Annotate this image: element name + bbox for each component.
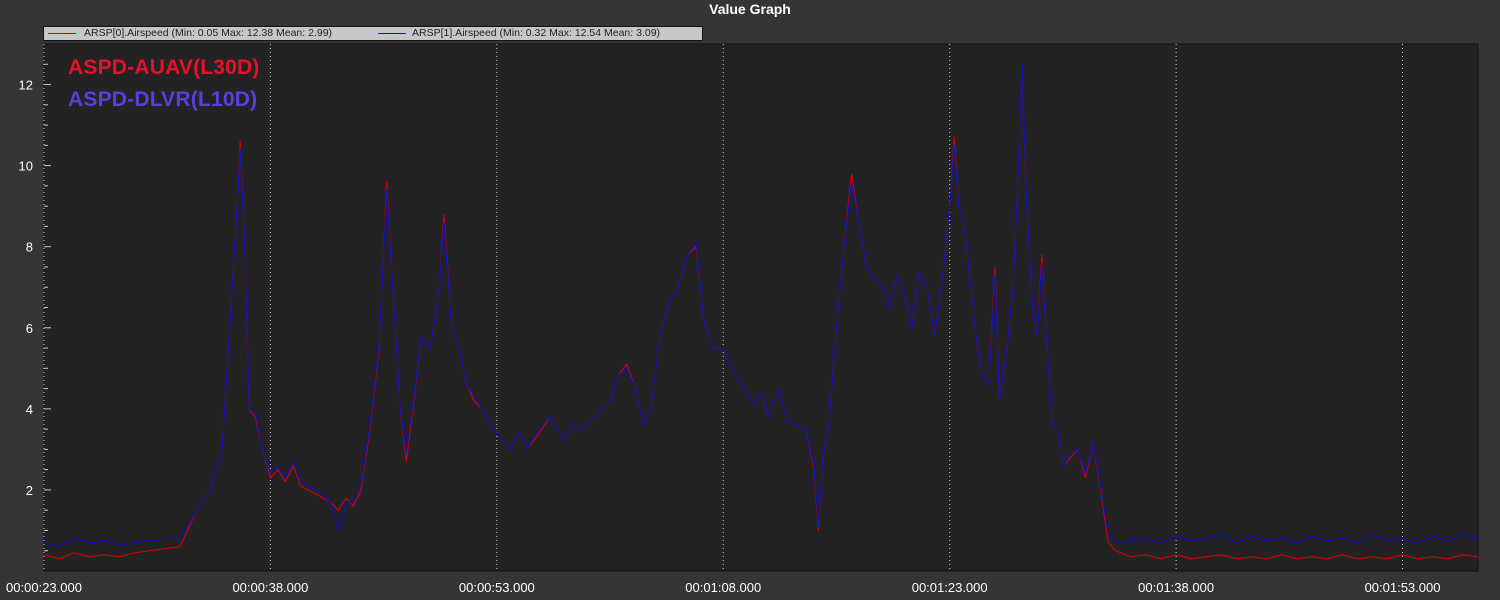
x-tick-label: 00:00:23.000 (6, 580, 82, 595)
x-tick-label: 00:01:53.000 (1365, 580, 1441, 595)
x-tick-label: 00:01:23.000 (912, 580, 988, 595)
legend-label-arsp0: ARSP[0].Airspeed (Min: 0.05 Max: 12.38 M… (84, 27, 333, 39)
legend-label-arsp1: ARSP[1].Airspeed (Min: 0.32 Max: 12.54 M… (412, 27, 661, 39)
plot-area[interactable] (43, 43, 1479, 572)
x-tick-label: 00:01:38.000 (1138, 580, 1214, 595)
legend[interactable]: ARSP[0].Airspeed (Min: 0.05 Max: 12.38 M… (43, 26, 703, 41)
x-tick-label: 00:00:53.000 (459, 580, 535, 595)
y-tick-label: 4 (26, 402, 33, 417)
chart-title: Value Graph (709, 1, 791, 17)
legend-swatch-arsp0 (48, 33, 76, 34)
legend-swatch-arsp1 (378, 33, 406, 34)
x-tick-label: 00:01:08.000 (685, 580, 761, 595)
y-tick-label: 12 (19, 78, 33, 93)
x-tick-label: 00:00:38.000 (232, 580, 308, 595)
overlay-label-auav: ASPD-AUAV(L30D) (68, 56, 260, 79)
y-tick-label: 8 (26, 240, 33, 255)
y-tick-label: 6 (26, 321, 33, 336)
overlay-label-dlvr: ASPD-DLVR(L10D) (68, 88, 258, 111)
y-tick-label: 10 (19, 159, 33, 174)
y-tick-label: 2 (26, 483, 33, 498)
series-line-1 (43, 63, 1479, 548)
